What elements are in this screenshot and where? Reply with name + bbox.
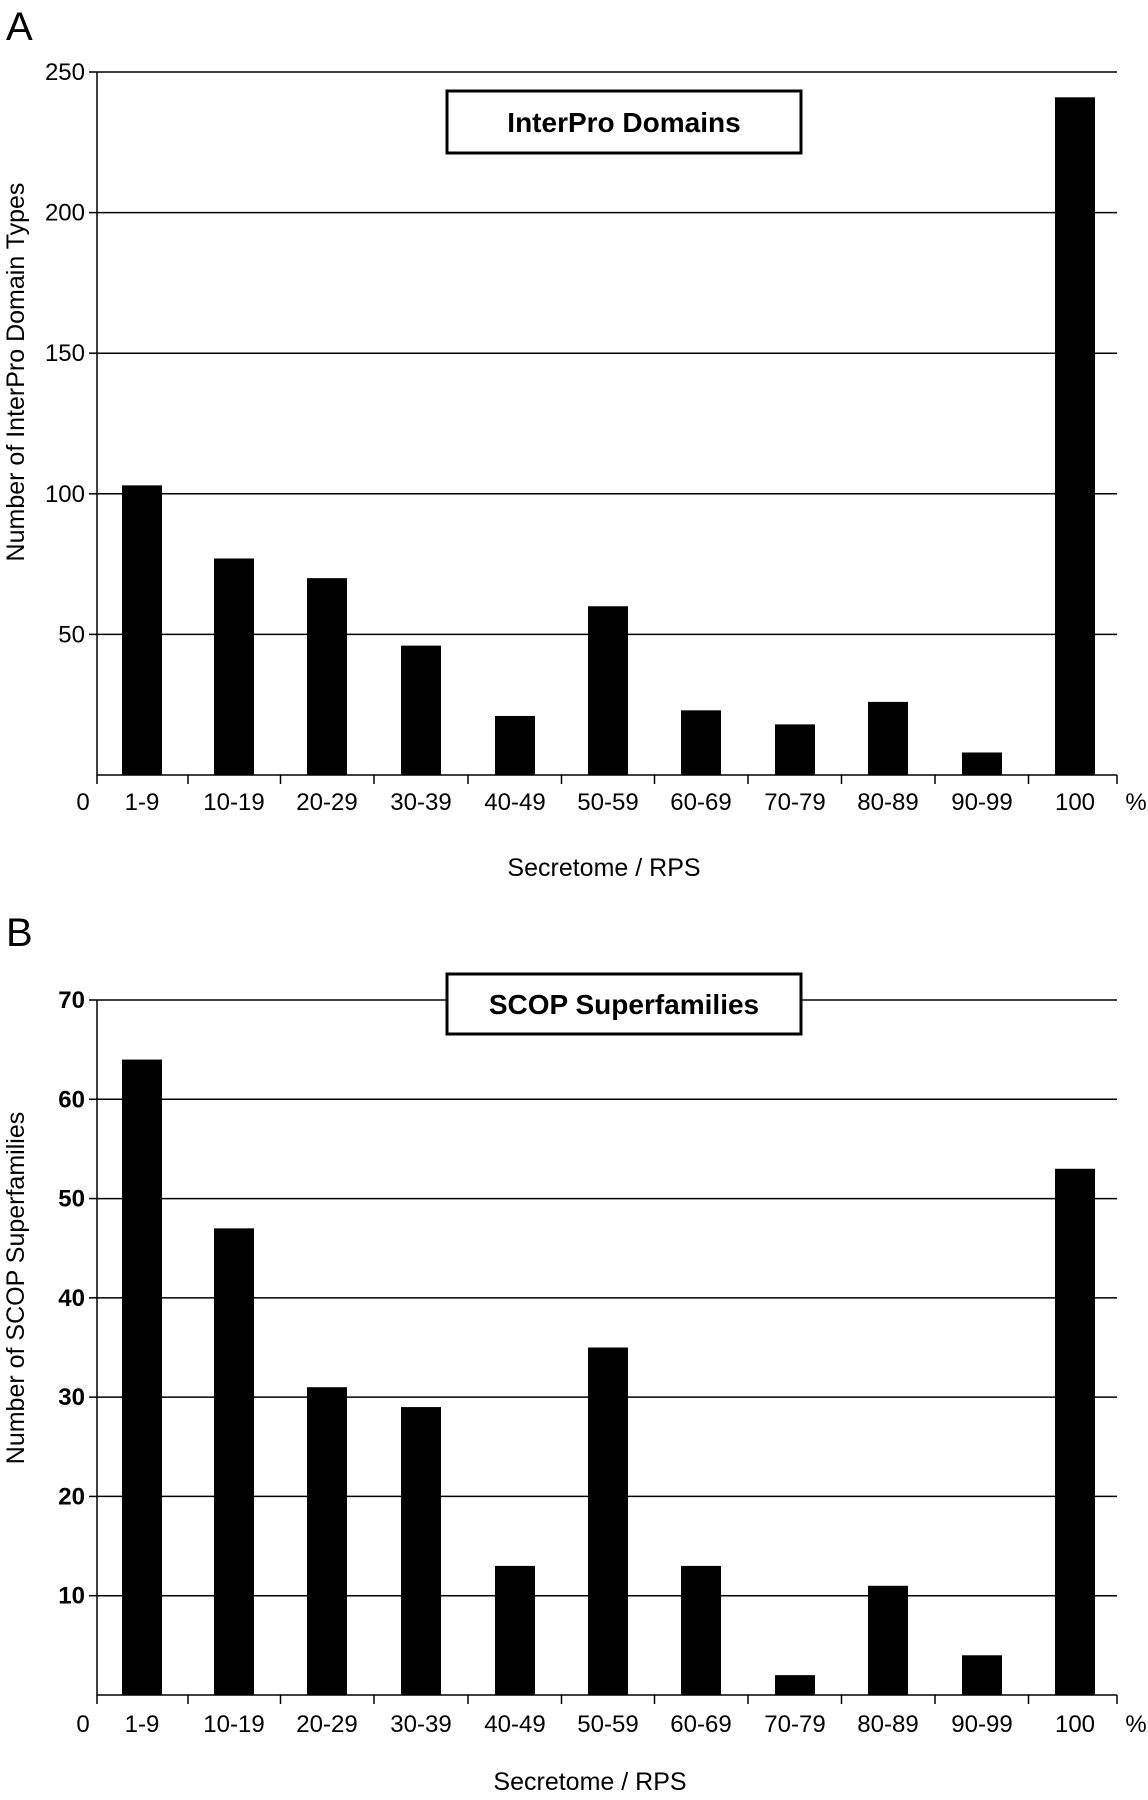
bar-1-9 — [122, 1059, 162, 1695]
x-tick-label: 70-79 — [764, 789, 825, 816]
x-tick-label: 10-19 — [203, 1711, 264, 1738]
bars-b — [122, 1059, 1095, 1695]
bar-100 — [1055, 97, 1095, 776]
y-tick-label: 150 — [45, 340, 85, 367]
bar-30-39 — [401, 1407, 441, 1695]
y-axis-title-b: Number of SCOP Superfamilies — [2, 1112, 30, 1464]
bar-1-9 — [122, 485, 162, 775]
x-tick-label: 40-49 — [484, 1711, 545, 1738]
bar-10-19 — [214, 558, 254, 775]
bars-a — [122, 97, 1095, 776]
x-tick-label: 50-59 — [577, 789, 638, 816]
bar-70-79 — [775, 724, 815, 775]
bar-20-29 — [307, 578, 347, 775]
x-tick-label: 100 — [1055, 1711, 1095, 1738]
y-tick-labels-a: 50 100 150 200 250 — [45, 59, 85, 648]
y-tick-label: 40 — [58, 1285, 85, 1312]
legend-box-b: SCOP Superfamilies — [445, 972, 803, 1036]
x-tick-label: 80-89 — [857, 789, 918, 816]
x-tick-label: 30-39 — [390, 1711, 451, 1738]
chart-title-b: SCOP Superfamilies — [489, 989, 759, 1020]
x-tick-label: 50-59 — [577, 1711, 638, 1738]
panel-b: B 10 20 30 40 50 60 70 0 1-9 10-19 20-29 30-39 40-4… — [0, 900, 1148, 1800]
x-origin-label: 0 — [76, 789, 89, 816]
legend-box-a: InterPro Domains — [445, 89, 803, 155]
x-tick-label: 30-39 — [390, 789, 451, 816]
bar-20-29 — [307, 1387, 347, 1695]
x-tick-label: 20-29 — [296, 789, 357, 816]
x-tick-labels-a: 0 1-9 10-19 20-29 30-39 40-49 50-59 60-69 70-79 8… — [76, 789, 1146, 816]
bar-50-59 — [588, 1347, 628, 1695]
y-tick-label: 60 — [58, 1086, 85, 1113]
bar-60-69 — [681, 1565, 721, 1695]
y-tick-label: 50 — [58, 1186, 85, 1213]
bar-70-79 — [775, 1675, 815, 1695]
x-unit-label: % — [1125, 789, 1146, 816]
x-tick-label: 90-99 — [951, 1711, 1012, 1738]
x-tick-label: 20-29 — [296, 1711, 357, 1738]
y-axis-title-a: Number of InterPro Domain Types — [2, 183, 30, 562]
bar-60-69 — [681, 710, 721, 775]
x-axis-title-a: Secretome / RPS — [507, 854, 700, 882]
chart-title-a: InterPro Domains — [507, 107, 740, 138]
bar-30-39 — [401, 645, 441, 775]
x-tick-label: 1-9 — [125, 1711, 160, 1738]
bar-100 — [1055, 1168, 1095, 1695]
x-tick-labels-b: 0 1-9 10-19 20-29 30-39 40-49 50-59 60-69 70-79 8… — [76, 1711, 1146, 1738]
panel-letter-a: A — [6, 5, 33, 49]
bar-90-99 — [962, 752, 1002, 775]
y-tick-label: 10 — [58, 1583, 85, 1610]
x-tick-label: 1-9 — [125, 789, 160, 816]
x-tick-label: 90-99 — [951, 789, 1012, 816]
y-tick-label: 20 — [58, 1483, 85, 1510]
panel-letter-b: B — [6, 911, 33, 955]
axes-b — [89, 999, 1118, 1704]
y-tick-label: 100 — [45, 481, 85, 508]
x-tick-label: 60-69 — [670, 789, 731, 816]
axes-a — [89, 71, 1118, 784]
x-tick-label: 80-89 — [857, 1711, 918, 1738]
gridlines-a — [97, 71, 1117, 636]
x-unit-label: % — [1125, 1711, 1146, 1738]
bar-90-99 — [962, 1655, 1002, 1695]
chart-b: B 10 20 30 40 50 60 70 0 1-9 10-19 20-29 30-39 40-4… — [2, 911, 1147, 1796]
bar-10-19 — [214, 1228, 254, 1695]
x-tick-label: 100 — [1055, 789, 1095, 816]
x-tick-label: 40-49 — [484, 789, 545, 816]
bar-80-89 — [868, 701, 908, 775]
y-tick-label: 250 — [45, 59, 85, 86]
x-origin-label: 0 — [76, 1711, 89, 1738]
y-tick-label: 50 — [58, 621, 85, 648]
panel-a: A 50 100 150 200 250 0 1-9 10-19 20-29 30-39 40-4… — [2, 5, 1147, 882]
bar-40-49 — [495, 1565, 535, 1695]
bar-40-49 — [495, 715, 535, 775]
y-tick-label: 30 — [58, 1384, 85, 1411]
bar-80-89 — [868, 1585, 908, 1695]
x-tick-label: 70-79 — [764, 1711, 825, 1738]
x-tick-label: 10-19 — [203, 789, 264, 816]
y-tick-label: 200 — [45, 200, 85, 227]
bar-50-59 — [588, 606, 628, 775]
y-tick-label: 70 — [58, 987, 85, 1014]
x-tick-label: 60-69 — [670, 1711, 731, 1738]
chart-a: A 50 100 150 200 250 0 1-9 10-19 20-29 30-39 40-4… — [2, 5, 1147, 882]
x-axis-title-b: Secretome / RPS — [493, 1768, 686, 1796]
y-tick-labels-b: 10 20 30 40 50 60 70 — [58, 987, 85, 1610]
